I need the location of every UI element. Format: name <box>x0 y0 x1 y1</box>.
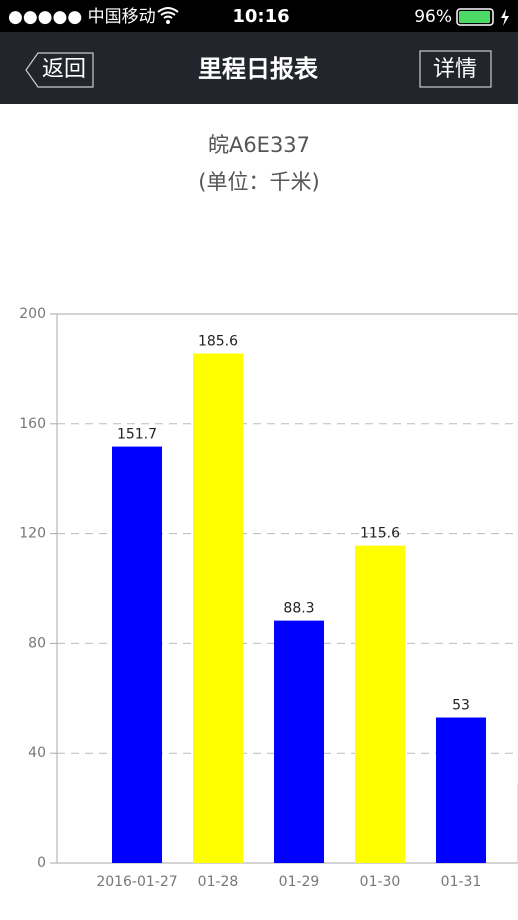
bar <box>193 353 243 863</box>
chart-subtitle: (单位：千米) <box>198 170 319 194</box>
back-label[interactable]: 返回 <box>42 57 86 82</box>
y-tick-label: 120 <box>19 526 46 542</box>
wifi-dot <box>166 20 170 24</box>
battery-icon <box>456 8 494 26</box>
bar <box>112 446 162 863</box>
charging-icon <box>501 9 509 26</box>
bar <box>355 545 405 863</box>
x-tick-label: 01-31 <box>441 874 482 890</box>
bar <box>274 620 324 863</box>
chart-title: 皖A6E337 <box>208 133 310 157</box>
x-tick-label: 2016-01-27 <box>96 874 177 890</box>
wifi-icon <box>157 7 179 19</box>
nav-title: 里程日报表 <box>198 55 319 83</box>
carrier: ●●●●● 中国移动 <box>8 7 156 27</box>
nav-bar <box>0 32 518 104</box>
plot: 0 40 80 120 160 200 2016-01-27 151.7 01-28 185.6 0… <box>19 306 518 890</box>
detail-label[interactable]: 详情 <box>433 57 477 82</box>
battery-level <box>459 11 490 23</box>
x-tick-label: 01-29 <box>279 874 320 890</box>
detail-button[interactable] <box>419 50 492 88</box>
y-tick-label: 40 <box>28 745 46 761</box>
back-button[interactable] <box>25 52 94 88</box>
clock: 10:16 <box>232 6 289 27</box>
x-tick-label: 01-30 <box>360 874 401 890</box>
y-tick-label: 160 <box>19 416 46 432</box>
value-label: 185.6 <box>198 334 238 350</box>
value-label: 115.6 <box>360 526 400 542</box>
x-tick-label: 01-28 <box>198 874 239 890</box>
value-label: 88.3 <box>283 601 314 617</box>
value-label: 53 <box>452 698 470 714</box>
bar <box>436 717 486 863</box>
battery-text: 96% <box>414 7 452 27</box>
status-bar <box>0 0 518 32</box>
y-tick-label: 0 <box>37 855 46 871</box>
value-label: 151.7 <box>117 427 157 443</box>
y-tick-label: 80 <box>28 635 46 651</box>
y-tick-label: 200 <box>19 306 46 322</box>
